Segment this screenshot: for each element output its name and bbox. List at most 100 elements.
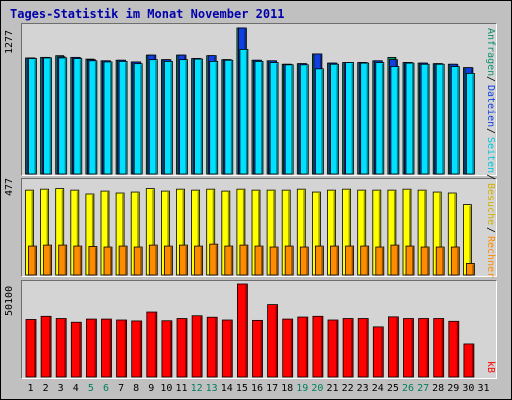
bar-seiten-day-18: [284, 64, 294, 175]
x-tick-label: 28: [432, 383, 445, 394]
bar-kb-day-13: [206, 316, 218, 378]
bar-seiten-day-25: [390, 66, 400, 175]
bar-kb-day-29: [448, 320, 460, 378]
bar-rechner-day-16: [254, 245, 264, 276]
bar-seiten-day-9: [148, 59, 158, 175]
bar-rechner-day-2: [43, 244, 52, 276]
bar-rechner-day-3: [58, 244, 68, 276]
bar-rechner-day-9: [148, 244, 158, 276]
bar-kb-day-9: [146, 311, 158, 378]
x-tick-label: 25: [386, 383, 399, 394]
bar-kb-day-11: [176, 318, 188, 378]
bar-kb-day-6: [101, 318, 112, 378]
bar-seiten-day-3: [58, 57, 68, 175]
bar-kb-day-26: [403, 318, 414, 378]
bar-kb-day-30: [463, 343, 475, 378]
bar-rechner-day-5: [88, 246, 98, 276]
x-tick-label: 13: [205, 383, 218, 394]
bar-kb-day-25: [387, 316, 399, 378]
bar-seiten-day-1: [28, 58, 37, 175]
bar-rechner-day-19: [299, 246, 309, 276]
bar-rechner-day-11: [179, 244, 188, 276]
bar-kb-day-12: [191, 315, 203, 378]
x-tick-label: 15: [235, 383, 248, 394]
bar-rechner-day-22: [345, 245, 355, 276]
bar-rechner-day-6: [103, 246, 113, 276]
x-tick-label: 16: [250, 383, 264, 394]
x-tick-label: 4: [72, 383, 79, 394]
bar-kb-day-5: [86, 318, 97, 378]
bar-kb-day-22: [342, 318, 354, 378]
bar-kb-day-21: [327, 319, 339, 378]
bar-seiten-day-15: [239, 48, 249, 175]
bar-rechner-day-28: [435, 246, 445, 276]
bar-rechner-day-13: [209, 243, 219, 276]
x-tick-label: 20: [311, 383, 324, 394]
x-tick-label: 31: [477, 383, 490, 394]
bar-seiten-day-27: [420, 63, 430, 175]
x-tick-label: 26: [401, 383, 415, 394]
bar-kb-day-16: [252, 319, 263, 378]
x-tick-label: 17: [266, 383, 279, 394]
bar-kb-day-2: [40, 315, 52, 378]
bar-seiten-day-12: [194, 58, 204, 175]
bar-kb-day-4: [70, 321, 82, 378]
x-tick-label: 12: [190, 383, 203, 394]
bar-kb-day-19: [297, 316, 309, 378]
x-tick-label: 22: [341, 383, 354, 394]
x-tick-label: 5: [87, 383, 94, 394]
bar-kb-day-3: [55, 318, 67, 378]
x-tick-label: 14: [220, 383, 233, 394]
x-tick-label: 29: [447, 383, 460, 394]
bar-kb-day-10: [161, 320, 173, 378]
bar-seiten-day-21: [330, 63, 339, 175]
bar-seiten-day-17: [269, 62, 279, 175]
x-tick-label: 7: [118, 383, 125, 394]
x-tick-label: 23: [356, 383, 369, 394]
x-tick-label: 11: [175, 383, 188, 394]
bar-rechner-day-17: [269, 246, 279, 276]
bar-seiten-day-20: [314, 68, 324, 175]
bar-rechner-day-26: [405, 245, 415, 276]
bar-seiten-day-14: [224, 59, 234, 175]
bar-rechner-day-18: [284, 245, 294, 276]
bar-seiten-day-29: [450, 66, 460, 175]
x-tick-label: 24: [371, 383, 384, 394]
bar-seiten-day-8: [133, 63, 143, 175]
bar-kb-day-20: [312, 315, 324, 378]
bar-rechner-day-25: [390, 244, 400, 276]
bar-rechner-day-23: [360, 245, 370, 276]
bar-rechner-day-20: [314, 245, 324, 276]
bar-seiten-day-30: [465, 72, 475, 175]
x-tick-label: 9: [148, 383, 155, 394]
bar-seiten-day-10: [163, 60, 173, 175]
bar-rechner-day-30: [465, 263, 475, 276]
bar-rechner-day-8: [133, 246, 143, 276]
bar-kb-day-23: [357, 318, 369, 378]
bar-kb-day-7: [116, 319, 127, 378]
x-tick-label: 30: [462, 383, 475, 394]
bar-kb-day-15: [236, 283, 248, 378]
bar-kb-day-1: [25, 319, 37, 378]
bar-kb-day-28: [433, 318, 445, 378]
bar-kb-day-17: [267, 304, 279, 378]
chart-title: Tages-Statistik im Monat November 2011: [10, 7, 285, 21]
bar-rechner-day-21: [330, 245, 339, 276]
bar-seiten-day-26: [405, 62, 415, 175]
bar-kb-day-18: [282, 318, 294, 378]
bar-kb-day-8: [131, 320, 143, 378]
bar-rechner-day-1: [28, 245, 37, 276]
bar-rechner-day-12: [194, 245, 204, 276]
bar-rechner-day-29: [450, 246, 460, 276]
x-tick-label: 10: [160, 383, 173, 394]
x-tick-label: 6: [102, 383, 110, 394]
bar-seiten-day-2: [43, 57, 52, 175]
x-tick-label: 19: [296, 383, 309, 394]
x-tick-label: 2: [42, 383, 49, 394]
bar-rechner-day-7: [118, 245, 128, 276]
bar-seiten-day-16: [254, 60, 264, 175]
bar-seiten-day-22: [345, 62, 355, 175]
bar-kb-day-14: [221, 319, 233, 378]
bar-seiten-day-19: [299, 64, 309, 175]
